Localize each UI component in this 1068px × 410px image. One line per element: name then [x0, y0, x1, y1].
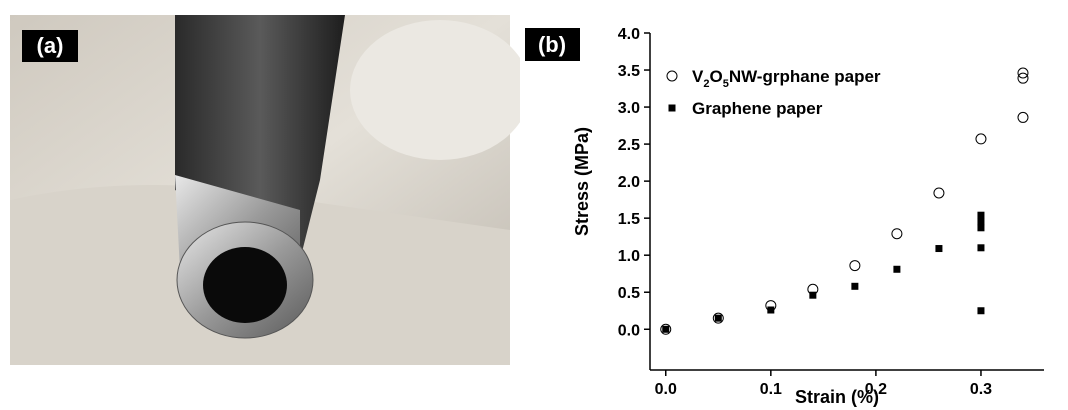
- data-point: [977, 244, 985, 252]
- y-tick-label: 0.0: [618, 322, 640, 339]
- y-tick-label: 0.5: [618, 285, 640, 302]
- data-point: [712, 312, 724, 324]
- x-tick-label: 0.3: [970, 381, 992, 398]
- y-tick-label: 3.0: [618, 100, 640, 117]
- y-tick-label: 2.0: [618, 174, 640, 191]
- panel-label: (b): [538, 32, 566, 57]
- y-tick-label: 4.0: [618, 26, 640, 43]
- panel-label: (a): [37, 33, 64, 58]
- data-point: [662, 325, 670, 333]
- data-point: [977, 307, 985, 315]
- glove-finger: [350, 20, 520, 160]
- data-point: [767, 306, 775, 314]
- data-point: [933, 187, 945, 199]
- data-point: [849, 260, 861, 272]
- y-tick-label: 3.5: [618, 63, 640, 80]
- data-point: [977, 218, 985, 226]
- y-tick-label: 2.5: [618, 137, 640, 154]
- data-point: [893, 265, 901, 273]
- y-tick-label: 1.0: [618, 248, 640, 265]
- legend-marker: [666, 70, 678, 82]
- chart: (b) 0.0 0.5 1.0 1.5 2.0 2.5 3.0 3.5 4.0 0.0 0.1 0.2…: [525, 26, 1044, 407]
- data-point: [1017, 72, 1029, 84]
- data-point: [935, 245, 943, 253]
- x-tick-label: 0.0: [655, 381, 677, 398]
- tube-hole: [203, 247, 287, 323]
- x-tick-label: 0.1: [760, 381, 782, 398]
- data-point: [977, 211, 985, 219]
- data-point: [714, 314, 722, 322]
- legend-marker: [668, 104, 676, 112]
- y-tick-label: 1.5: [618, 211, 640, 228]
- label-box: [525, 28, 580, 61]
- label-box: [22, 30, 78, 62]
- data-point: [1017, 67, 1029, 79]
- data-point: [851, 282, 859, 290]
- legend-label: V2O5NW-grphane paper: [692, 67, 881, 90]
- y-axis-label: Stress (MPa): [572, 127, 592, 236]
- data-point: [977, 224, 985, 232]
- legend-label: Graphene paper: [692, 99, 823, 118]
- x-tick-label: 0.2: [865, 381, 887, 398]
- data-point: [975, 133, 987, 145]
- data-point: [660, 323, 672, 335]
- x-axis-label: Strain (%): [795, 387, 879, 407]
- data-point: [809, 291, 817, 299]
- data-point: [891, 228, 903, 240]
- photo: (a): [10, 15, 520, 365]
- data-point: [1017, 111, 1029, 123]
